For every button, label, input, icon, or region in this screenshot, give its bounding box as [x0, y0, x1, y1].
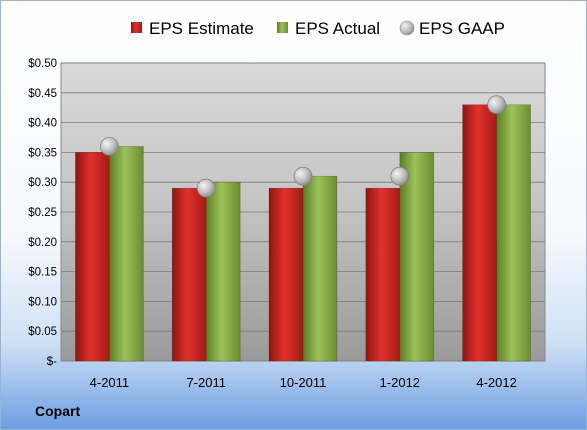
x-tick-label: 4-2012 [476, 375, 516, 390]
gaap-marker [293, 166, 313, 186]
y-tick-label: $0.10 [28, 296, 57, 308]
gaap-marker [487, 95, 506, 115]
y-tick-label: $0.25 [28, 207, 57, 219]
y-tick-label: $0.20 [28, 237, 57, 249]
y-tick-label: $0.35 [28, 147, 57, 159]
bar-eps-estimate [75, 152, 110, 362]
y-tick-label: $0.40 [28, 118, 57, 130]
bar-eps-estimate [268, 187, 304, 362]
bar-eps-estimate [365, 187, 401, 362]
legend-swatch [131, 22, 142, 33]
x-tick-label: 10-2011 [280, 375, 327, 390]
bar-eps-estimate [462, 104, 497, 362]
bar-eps-estimate [171, 187, 207, 362]
legend-swatch [277, 22, 288, 33]
x-tick-label: 4-2011 [90, 375, 130, 390]
x-tick-label: 7-2011 [186, 375, 226, 390]
gaap-marker [100, 137, 119, 156]
bar-eps-actual [496, 104, 531, 362]
gaap-marker [196, 178, 216, 198]
y-tick-label: $- [47, 356, 57, 368]
company-name: Copart [35, 403, 81, 419]
chart-legend: EPS Estimate EPS Actual EPS GAAP [131, 19, 505, 38]
legend-label: EPS Estimate [149, 19, 254, 38]
y-tick-label: $0.15 [28, 267, 57, 279]
y-tick-label: $0.30 [28, 177, 57, 189]
y-tick-label: $0.50 [28, 58, 57, 70]
legend-label: EPS Actual [295, 19, 380, 38]
plot-area: $- $0.05 $0.10 $0.15 $0.20 $0.25 $0.30 $0.35 $0.… [28, 58, 546, 390]
legend-swatch [399, 20, 415, 36]
x-tick-label: 1-2012 [380, 375, 420, 390]
bar-eps-actual [399, 152, 435, 362]
y-tick-label: $0.45 [28, 88, 57, 100]
legend-label: EPS GAAP [419, 19, 505, 38]
gaap-marker [390, 166, 410, 186]
bar-eps-actual [302, 175, 338, 362]
y-tick-label: $0.05 [28, 326, 57, 338]
bar-eps-actual [109, 146, 144, 362]
bar-eps-actual [205, 181, 241, 362]
